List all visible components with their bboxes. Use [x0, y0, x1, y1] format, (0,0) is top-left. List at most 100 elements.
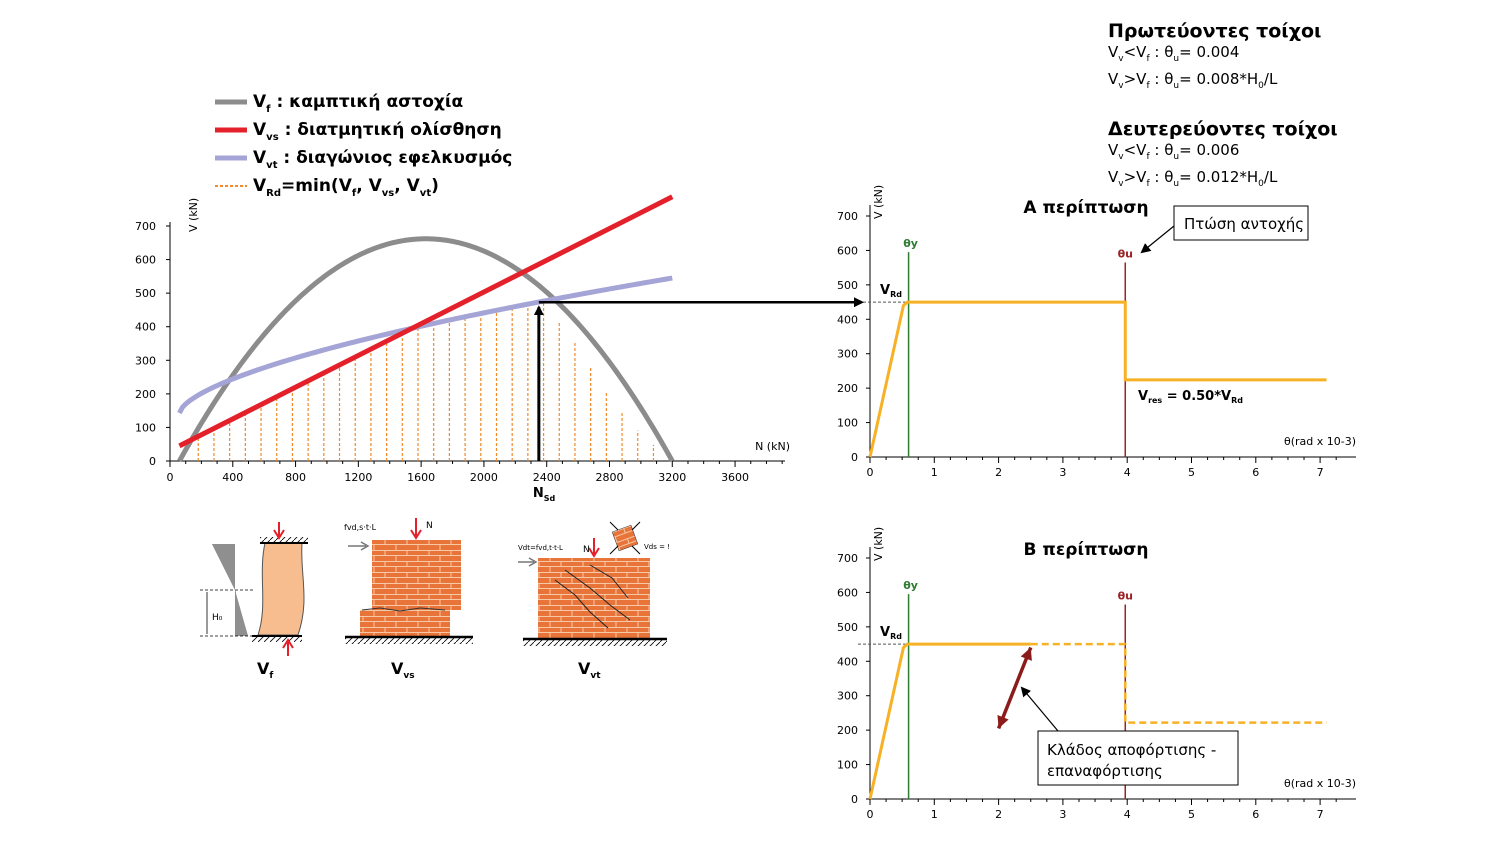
main-xtick-label-6: 2400 [533, 471, 561, 484]
chart-b-title: Β περίπτωση [1024, 540, 1149, 560]
chart-b-ytick-label-4: 400 [837, 655, 858, 668]
main-xtick-label-0: 0 [167, 471, 174, 484]
main-xtick-label-8: 3200 [658, 471, 686, 484]
main-xtick-label-7: 2800 [595, 471, 623, 484]
chart-b-xlabel: θ(rad x 10-3) [1284, 777, 1356, 790]
chart-b-xtick-label-0: 0 [867, 808, 874, 821]
base-support [345, 638, 473, 644]
main-ytick-label-6: 600 [135, 254, 156, 267]
chart-a-ytick-label-2: 200 [837, 382, 858, 395]
vs-force-arrow [348, 541, 370, 551]
chart-b-ytick-label-2: 200 [837, 724, 858, 737]
n-label-vt: N [583, 545, 590, 555]
chart-a-xtick-label-0: 0 [867, 466, 874, 479]
main-ytick-label-5: 500 [135, 287, 156, 300]
main-xtick-label-5: 2000 [470, 471, 498, 484]
chart-b-ytick-label-5: 500 [837, 621, 858, 634]
main-ytick-label-0: 0 [149, 455, 156, 468]
chart-b-xtick-label-7: 7 [1317, 808, 1324, 821]
chart-b-ytick-label-0: 0 [851, 793, 858, 806]
vt-force-arrow [518, 557, 538, 567]
illustration-diagonal: N Vdt=fvd,t·t·L Vds = ! Vvt [518, 521, 670, 681]
h0-label: H₀ [212, 613, 223, 623]
top-load-arrow [273, 522, 285, 540]
deformed-column [257, 542, 305, 636]
case-a-chart: 0 100 200 300 400 500 600 700 0 1 2 3 4 5 6 7 V (kN) θ(ra… [837, 185, 1356, 479]
chart-a-ytick-label-3: 300 [837, 348, 858, 361]
n-load-arrow-vt [588, 538, 600, 558]
chart-b-callout-pointer [1020, 686, 1059, 732]
chart-b-vrd-label: VRd [880, 625, 902, 641]
chart-a-theta-y-label: θy [903, 237, 918, 250]
legend-label-0: Vf : καμπτική αστοχία [253, 92, 463, 115]
chart-a-ytick-label-5: 500 [837, 279, 858, 292]
chart-b-callout-line1: Κλάδος αποφόρτισης - [1047, 741, 1216, 759]
chart-a-vrd-label: VRd [880, 283, 902, 299]
chart-b-xtick-label-2: 2 [995, 808, 1002, 821]
chart-a-xtick-label-4: 4 [1124, 466, 1131, 479]
chart-b-ytick-label-3: 300 [837, 690, 858, 703]
chart-a-theta-u-label: θu [1118, 247, 1133, 260]
illustration-flexure: H₀ Vf [200, 522, 308, 681]
chart-b-ytick-label-1: 100 [837, 759, 858, 772]
sliding-crack [361, 607, 446, 612]
label-vvt: Vvt [578, 659, 601, 681]
chart-main-xlabel: N (kN) [755, 440, 790, 453]
rules-panel: Πρωτεύοντες τοίχοι Vv<Vf : θu= 0.004 Vv>… [1108, 20, 1488, 194]
chart-a-xtick-label-5: 5 [1188, 466, 1195, 479]
main-xtick-label-3: 1200 [344, 471, 372, 484]
legend-label-3: VRd=min(Vf, Vvs, Vvt) [253, 176, 439, 199]
interaction-chart: 0 100 200 300 400 500 600 700 0 400 800 1200 1600 20… [135, 194, 790, 503]
chart-a-callout: Πτώση αντοχής [1184, 215, 1304, 233]
main-xtick-label-1: 400 [222, 471, 243, 484]
stress-element [611, 524, 639, 552]
chart-a-ytick-label-1: 100 [837, 417, 858, 430]
chart-a-xtick-label-3: 3 [1059, 466, 1066, 479]
chart-b-unload-arrow [996, 646, 1033, 730]
chart-b-dashed-curve [1030, 642, 1327, 724]
chart-a-ylabel: V (kN) [872, 185, 885, 219]
chart-a-xlabel: θ(rad x 10-3) [1284, 435, 1356, 448]
moment-triangle [212, 544, 248, 636]
secondary-walls-title: Δευτερεύοντες τοίχοι [1108, 118, 1338, 140]
main-xtick-label-2: 800 [285, 471, 306, 484]
legend: Vf : καμπτική αστοχία Vvs : διατμητική ολ… [215, 92, 512, 199]
legend-label-1: Vvs : διατμητική ολίσθηση [253, 120, 502, 143]
chart-main-ylabel: V (kN) [187, 198, 200, 232]
chart-a-ytick-label-0: 0 [851, 451, 858, 464]
nsd-label: NSd [533, 486, 556, 503]
chart-b-xtick-label-3: 3 [1059, 808, 1066, 821]
series-vvt-line [177, 275, 673, 415]
chart-a-xtick-label-7: 7 [1317, 466, 1324, 479]
series-vf-line [177, 236, 675, 463]
main-ytick-label-3: 300 [135, 354, 156, 367]
base-support-vt [523, 640, 667, 646]
bottom-support [252, 636, 302, 642]
series-vvs-line [178, 194, 674, 449]
chart-b-theta-u-label: θu [1118, 589, 1133, 602]
main-xtick-label-9: 3600 [721, 471, 749, 484]
chart-a-ytick-label-4: 400 [837, 313, 858, 326]
chart-b-unload-head-2 [997, 715, 1009, 729]
chart-a-ytick-label-7: 700 [837, 210, 858, 223]
vs-force-label: fvd,s·t·L [344, 523, 377, 532]
primary-rule-1: Vv<Vf : θu= 0.004 [1108, 43, 1240, 64]
illustration-sliding: N fvd,s·t·L Vvs [344, 518, 473, 681]
chart-b-capacity-curve [868, 642, 1031, 800]
label-vvs: Vvs [391, 659, 415, 681]
chart-b-ytick-label-6: 600 [837, 586, 858, 599]
wall-brick-block [538, 558, 650, 638]
chart-a-callout-box [1173, 205, 1309, 241]
upper-brick-block [372, 540, 461, 610]
chart-a-vres-label: Vres = 0.50*VRd [1138, 389, 1243, 405]
chart-b-ytick-label-7: 700 [837, 552, 858, 565]
main-ytick-label-2: 200 [135, 388, 156, 401]
bottom-load-arrow [282, 638, 294, 656]
main-ytick-label-1: 100 [135, 421, 156, 434]
primary-rule-2: Vv>Vf : θu= 0.008*H0/L [1108, 70, 1278, 91]
main-xtick-label-4: 1600 [407, 471, 435, 484]
main-ytick-label-7: 700 [135, 220, 156, 233]
chart-a-ytick-label-6: 600 [837, 244, 858, 257]
chart-b-theta-y-label: θy [903, 579, 918, 592]
